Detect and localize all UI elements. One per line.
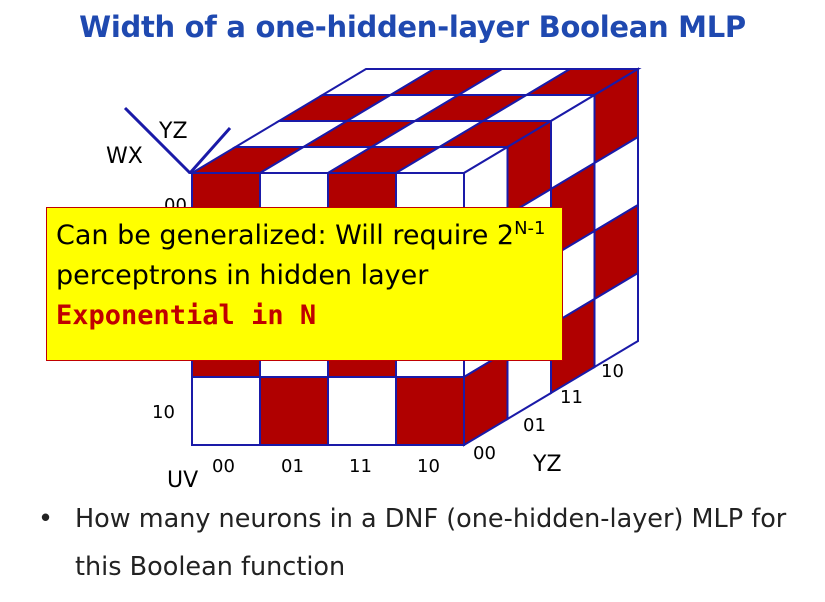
callout-line-1: Can be generalized: Will require 2N-1 <box>56 216 554 256</box>
bullet-item: • How many neurons in a DNF (one-hidden-l… <box>38 495 818 591</box>
cube-cell <box>327 376 397 446</box>
bullet-text: How many neurons in a DNF (one-hidden-la… <box>75 504 787 582</box>
bullet-dot-icon: • <box>38 504 54 534</box>
axis-label-yz-bottom: YZ <box>532 452 562 477</box>
cube-cell <box>593 271 639 369</box>
callout-line-1-text: Can be generalized: Will require 2 <box>56 220 515 251</box>
callout-superscript: N-1 <box>514 218 546 239</box>
row-label-10: 10 <box>152 402 175 423</box>
col-label-01: 01 <box>281 456 304 477</box>
cube-cell <box>395 376 465 446</box>
axis-label-uv: UV <box>167 468 198 490</box>
bullet-list: • How many neurons in a DNF (one-hidden-l… <box>38 495 818 591</box>
axis-line-yz <box>188 127 232 174</box>
slide-title: Width of a one-hidden-layer Boolean MLP <box>79 10 746 44</box>
cube-top-face <box>188 68 642 174</box>
col-label-11: 11 <box>349 456 372 477</box>
callout-emphasis: Exponential in N <box>56 300 317 331</box>
depth-label-11: 11 <box>560 387 583 408</box>
depth-label-00: 00 <box>473 443 496 464</box>
axis-label-yz-top: YZ <box>158 119 188 144</box>
generalization-callout: Can be generalized: Will require 2N-1 pe… <box>46 207 563 361</box>
cube-cell <box>259 376 329 446</box>
col-label-10: 10 <box>417 456 440 477</box>
axis-line-wx <box>123 106 192 175</box>
depth-label-10: 10 <box>601 361 624 382</box>
cube-cell <box>191 376 261 446</box>
depth-label-01: 01 <box>523 415 546 436</box>
axis-label-wx: WX <box>106 144 143 169</box>
col-label-00: 00 <box>212 456 235 477</box>
callout-line-2: perceptrons in hidden layer <box>56 260 429 291</box>
